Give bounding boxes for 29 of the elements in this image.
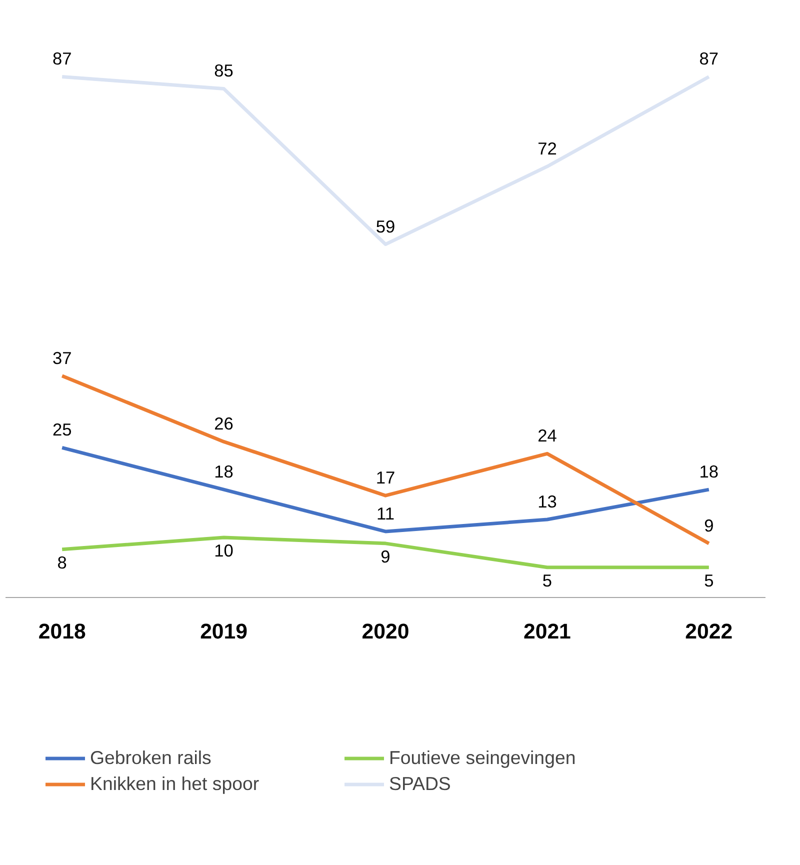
data-label: 9 xyxy=(380,546,390,566)
x-tick-label: 2018 xyxy=(38,619,86,644)
data-label: 87 xyxy=(52,48,72,69)
data-label: 59 xyxy=(376,216,396,236)
legend-label: Foutieve seingevingen xyxy=(389,747,577,769)
legend-label: Gebroken rails xyxy=(90,747,212,769)
data-label: 5 xyxy=(542,570,552,590)
data-label: 17 xyxy=(376,468,396,488)
data-label: 25 xyxy=(52,420,72,440)
data-label: 87 xyxy=(699,48,719,69)
data-label: 18 xyxy=(214,462,234,482)
x-tick-label: 2021 xyxy=(523,619,572,644)
data-label: 37 xyxy=(52,348,72,368)
data-label: 26 xyxy=(214,414,234,434)
legend-label: Knikken in het spoor xyxy=(90,773,260,795)
data-label: 18 xyxy=(699,462,719,482)
data-label: 85 xyxy=(214,60,234,81)
x-tick-label: 2019 xyxy=(200,619,248,644)
data-label: 9 xyxy=(704,515,714,536)
data-label: 10 xyxy=(214,540,234,560)
data-label: 24 xyxy=(538,426,558,446)
data-label: 11 xyxy=(376,503,395,524)
data-label: 5 xyxy=(704,570,714,590)
x-tick-label: 2022 xyxy=(685,619,733,644)
data-label: 72 xyxy=(538,138,557,158)
legend-label: SPADS xyxy=(389,773,452,795)
data-label: 8 xyxy=(57,552,67,572)
data-label: 13 xyxy=(538,492,557,512)
x-tick-label: 2020 xyxy=(362,619,410,644)
